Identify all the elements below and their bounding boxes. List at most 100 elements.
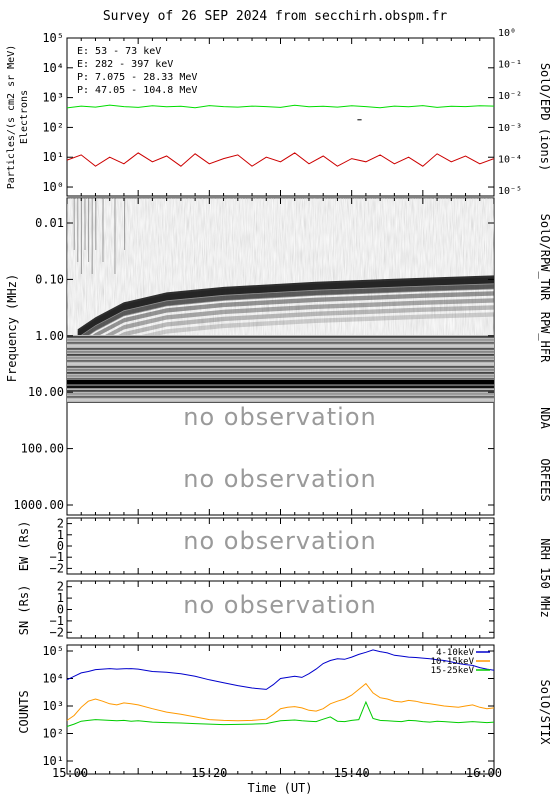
hfr-band [67,366,494,368]
hfr-band [67,384,494,386]
epd-series-line [67,152,494,167]
sn-y-ticks: 210−1−2 [50,580,494,639]
radio-y-label: Frequency (MHz) [5,274,19,382]
stix-frame [66,644,495,775]
nrh-sn-no-observation: no observation [183,591,376,619]
stix-y-tick-label: 10¹ [42,754,64,768]
epd-frame [66,37,495,197]
epd-y-tick-label: 10¹ [42,150,64,164]
tnr-label: SolO/RPW_TNR [538,214,550,301]
hfr-band [67,348,494,350]
x-axis-label: Time (UT) [247,781,312,795]
orfees-label: ORFEES [538,458,550,501]
epd-y-tick-label: 10⁰ [42,180,64,194]
radio-y-tick-label: 10.00 [28,385,64,399]
radio-burst-harmonic [77,312,494,371]
hfr-band [67,339,494,341]
stix-y-tick-label: 10² [42,727,64,741]
time-tick-label: 15:40 [334,766,370,780]
hfr-band [67,360,494,362]
nrh-y-tick-label: 2 [57,517,64,531]
time-tick-label: 16:00 [466,766,502,780]
stix-series-line [66,682,495,722]
stix-y-label: COUNTS [17,690,31,733]
epd-y-tick-label: 10⁴ [42,61,64,75]
nrh-y-tick-label: −2 [50,625,64,639]
nrh-y-tick-label: −1 [50,550,64,564]
nrh-ew-no-observation: no observation [183,527,376,555]
epd-y-ticks: 10⁰ 10¹ 10² 10³ 10⁴ 10⁵ [42,31,494,194]
hfr-band [67,354,494,356]
nrh-y-tick-label: 0 [57,539,64,553]
nrh-y-tick-label: 1 [57,528,64,542]
time-ticks [66,38,495,774]
epd-right-label: SolO/EPD (ions) [538,63,550,171]
nrh-y-tick-label: 2 [57,580,64,594]
hfr-band [67,375,494,377]
stix-series [66,649,495,727]
radio-y-tick-label: 1.00 [35,329,64,343]
radio-burst-harmonic [77,298,494,357]
epd-y-label-2: Electrons [19,90,30,144]
hfr-band [67,345,494,347]
ew-y-label: EW (Rs) [17,521,31,572]
hfr-band [67,357,494,359]
epd-y-right-tick-label: 10⁻¹ [498,60,522,71]
epd-y-right-tick-label: 10⁻³ [498,123,522,134]
tnr-streaks [73,198,126,274]
epd-legend-entry: P: 47.05 - 104.8 MeV [77,85,197,96]
radio-burst-harmonic [77,284,494,343]
ew-y-ticks: 210−1−2 [50,517,494,575]
orfees-no-observation: no observation [183,465,376,493]
radio-burst-harmonic [77,291,494,350]
stix-y-tick-label: 10⁴ [42,672,64,686]
spectrogram-image [67,198,494,403]
epd-legend-entry: E: 282 - 397 keV [77,59,173,70]
radio-y-tick-label: 1000.00 [13,498,64,512]
nrh-y-tick-label: −1 [50,614,64,628]
time-tick-label: 15:20 [191,766,227,780]
epd-series [67,104,494,167]
epd-legend-entry: P: 7.075 - 28.33 MeV [77,72,197,83]
stix-y-ticks: 10⁵ 10⁴ 10³ 10² 10¹ [42,644,494,768]
nrh-sn-frame [66,580,495,639]
stix-legend-entry: 4-10keV [436,648,475,658]
nrh-ew-panel: 210−1−2 no observation EW (Rs) NRH 150 M… [17,517,550,618]
stix-legend-entry: 10-15keV [431,657,475,667]
nrh-sn-panel: 210−1−2 no observation SN (Rs) [17,580,495,639]
stix-right-label: SolO/STIX [538,679,550,745]
epd-y-right-ticks: 10⁻⁵ 10⁻⁴ 10⁻³ 10⁻² 10⁻¹ 10⁰ [498,28,522,197]
stix-series-line [66,649,495,690]
sn-y-label: SN (Rs) [17,585,31,636]
epd-legend: E: 53 - 73 keV E: 282 - 397 keV P: 7.075 -… [77,46,197,96]
radio-burst-harmonic [77,305,494,364]
epd-y-tick-label: 10⁵ [42,31,64,45]
hfr-band [67,363,494,365]
epd-y-right-tick-label: 10⁻⁵ [498,186,522,197]
epd-y-right-tick-label: 10⁰ [498,28,516,39]
epd-y-tick-label: 10² [42,120,64,134]
stix-y-tick-label: 10⁵ [42,644,64,658]
stix-legend-entry: 15-25keV [431,666,475,676]
radio-y-tick-label: 100.00 [21,442,64,456]
hfr-band [67,342,494,344]
nda-label: NDA [538,407,550,429]
radio-burst [77,275,494,371]
hfr-band [67,390,494,392]
epd-y-right-tick-label: 10⁻² [498,91,522,102]
epd-y-tick-label: 10³ [42,91,64,105]
nrh-label: NRH 150 MHz [538,538,550,617]
epd-legend-entry: E: 53 - 73 keV [77,46,161,57]
hfr-band [67,396,494,398]
hfr-band [67,378,494,380]
hfr-band [67,402,494,403]
radio-panel: 0.01 0.10 1.00 10.00 100.00 1000.00 no observ… [5,197,550,516]
hfr-band [67,369,494,371]
epd-y-label: Particles/(s cm2 sr MeV) [6,45,17,190]
time-tick-label: 15:00 [52,766,88,780]
hfr-dark-band [67,386,494,388]
epd-series-line [67,104,494,109]
nrh-y-tick-label: −2 [50,561,64,575]
hfr-dark-band [67,380,494,384]
